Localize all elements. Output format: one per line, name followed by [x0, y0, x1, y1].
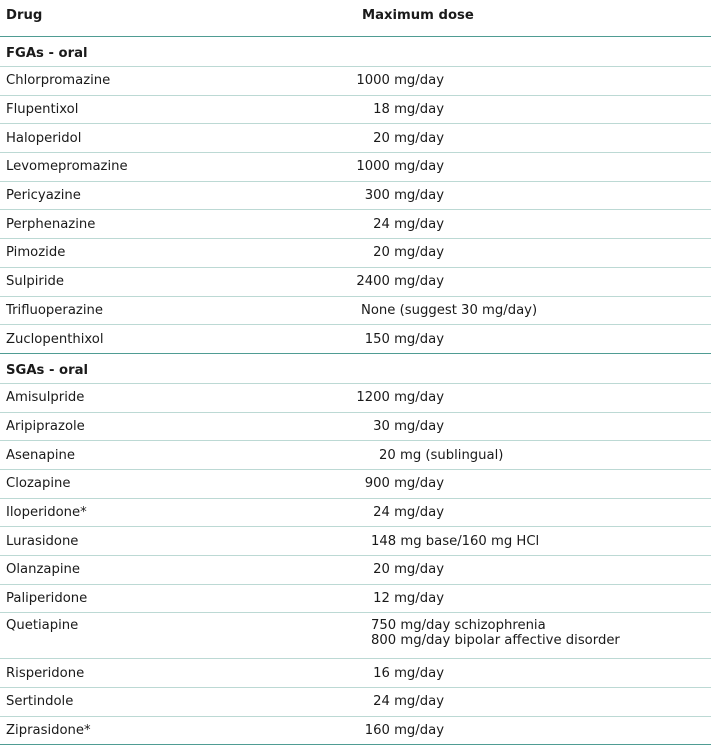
max-dose: 20 mg/day [0, 245, 444, 260]
dose-line: 30 mg/day [373, 418, 444, 434]
table-row: Amisulpride 1200 mg/day [0, 384, 711, 413]
header-drug: Drug [6, 8, 43, 23]
header-dose: Maximum dose [362, 8, 474, 23]
table-row: Ziprasidone* 160 mg/day [0, 717, 711, 746]
max-dose: 30 mg/day [0, 419, 444, 434]
max-dose: 12 mg/day [0, 591, 444, 606]
max-dose: 148 mg base/160 mg HCl [371, 534, 539, 549]
table-row: Clozapine 900 mg/day [0, 470, 711, 499]
max-dose: 1000 mg/day [0, 73, 444, 88]
table-header: Drug Maximum dose [0, 0, 711, 37]
table-row: Aripiprazole 30 mg/day [0, 413, 711, 442]
drug-name: Chlorpromazine [6, 73, 111, 89]
dose-line: 20 mg/day [373, 130, 444, 146]
drug-name: Iloperidone* [6, 504, 87, 520]
dose-line: 1000 mg/day [356, 73, 444, 89]
drug-name: Quetiapine [6, 618, 79, 634]
table-row: Paliperidone 12 mg/day [0, 585, 711, 614]
max-dose: 20 mg/day [0, 562, 444, 577]
table-body: FGAs - oral Chlorpromazine 1000 mg/day Flup… [0, 37, 711, 746]
drug-name: Perphenazine [6, 216, 96, 232]
max-dose: 2400 mg/day [0, 274, 444, 289]
table-row: Risperidone 16 mg/day [0, 659, 711, 689]
dose-line: 20 mg (sublingual) [379, 447, 504, 463]
max-dose: 1200 mg/day [0, 390, 444, 405]
section-header: FGAs - oral [0, 37, 711, 67]
table-row: Quetiapine 750 mg/day schizophrenia 800 mg… [0, 613, 711, 660]
table-row: Haloperidol 20 mg/day [0, 124, 711, 154]
drug-name: Olanzapine [6, 562, 80, 578]
drug-name: Amisulpride [6, 390, 85, 406]
max-dose: 150 mg/day [0, 332, 444, 347]
dose-line: 24 mg/day [373, 504, 444, 520]
table-row: Pimozide 20 mg/day [0, 239, 711, 268]
section-header: SGAs - oral [0, 354, 711, 384]
dose-line: 150 mg/day [364, 331, 444, 347]
dose-line: 900 mg/day [364, 476, 444, 492]
table-row: Pericyazine 300 mg/day [0, 182, 711, 211]
table-row: Zuclopenthixol 150 mg/day [0, 325, 711, 354]
max-dose: 160 mg/day [0, 723, 444, 738]
table-row: Asenapine 20 mg (sublingual) [0, 441, 711, 470]
dose-line: 750 mg/day schizophrenia [371, 618, 546, 634]
dose-line: None (suggest 30 mg/day) [361, 302, 538, 318]
dose-line: 20 mg/day [373, 562, 444, 578]
dose-line: 1000 mg/day [356, 159, 444, 175]
dose-line: 800 mg/day bipolar affective disorder [371, 633, 620, 649]
dose-line: 1200 mg/day [356, 390, 444, 406]
drug-name: Ziprasidone* [6, 723, 91, 739]
drug-name: Paliperidone [6, 591, 88, 607]
table-row: Levomepromazine 1000 mg/day [0, 153, 711, 182]
dose-line: 2400 mg/day [356, 274, 444, 290]
drug-name: Trifluoperazine [6, 302, 103, 318]
max-dose: 20 mg (sublingual) [379, 448, 503, 463]
table-row: Lurasidone 148 mg base/160 mg HCl [0, 527, 711, 556]
drug-name: Lurasidone [6, 533, 79, 549]
drug-name: Pimozide [6, 245, 66, 261]
max-dose: 24 mg/day [0, 505, 444, 520]
drug-name: Asenapine [6, 447, 75, 463]
dose-line: 160 mg/day [364, 723, 444, 739]
drug-name: Haloperidol [6, 130, 82, 146]
drug-name: Sulpiride [6, 274, 64, 290]
dose-line: 20 mg/day [373, 245, 444, 261]
table-row: Chlorpromazine 1000 mg/day [0, 67, 711, 96]
dose-line: 148 mg base/160 mg HCl [371, 533, 540, 549]
table-row: Perphenazine 24 mg/day [0, 210, 711, 240]
drug-name: Zuclopenthixol [6, 331, 104, 347]
drug-name: Pericyazine [6, 188, 81, 204]
max-dose: 900 mg/day [0, 476, 444, 491]
table-row: Trifluoperazine None (suggest 30 mg/day) [0, 297, 711, 326]
max-dose: 1000 mg/day [0, 159, 444, 174]
max-dose: 24 mg/day [0, 694, 444, 709]
max-dose: 16 mg/day [0, 666, 444, 681]
dose-line: 24 mg/day [373, 694, 444, 710]
drug-name: Aripiprazole [6, 418, 85, 434]
drug-name: Clozapine [6, 476, 71, 492]
max-dose: None (suggest 30 mg/day) [361, 303, 537, 318]
table-row: Sertindole 24 mg/day [0, 688, 711, 717]
dose-line: 18 mg/day [373, 102, 444, 118]
drug-name: Flupentixol [6, 102, 79, 118]
section-title: FGAs - oral [6, 46, 88, 61]
max-dose: 300 mg/day [0, 188, 444, 203]
table-row: Olanzapine 20 mg/day [0, 556, 711, 585]
drug-name: Sertindole [6, 694, 74, 710]
table-row: Sulpiride 2400 mg/day [0, 268, 711, 297]
dose-line: 12 mg/day [373, 591, 444, 607]
dose-line: 16 mg/day [373, 665, 444, 681]
max-dose: 24 mg/day [0, 217, 444, 232]
drug-name: Risperidone [6, 665, 85, 681]
dose-line: 300 mg/day [364, 188, 444, 204]
table-row: Flupentixol 18 mg/day [0, 96, 711, 125]
dose-line: 24 mg/day [373, 216, 444, 232]
drug-name: Levomepromazine [6, 159, 128, 175]
max-dose: 18 mg/day [0, 102, 444, 117]
section-title: SGAs - oral [6, 362, 89, 378]
table-row: Iloperidone* 24 mg/day [0, 499, 711, 528]
max-dose: 20 mg/day [0, 131, 444, 146]
max-dose: 750 mg/day schizophrenia 800 mg/day bipol… [371, 618, 620, 648]
